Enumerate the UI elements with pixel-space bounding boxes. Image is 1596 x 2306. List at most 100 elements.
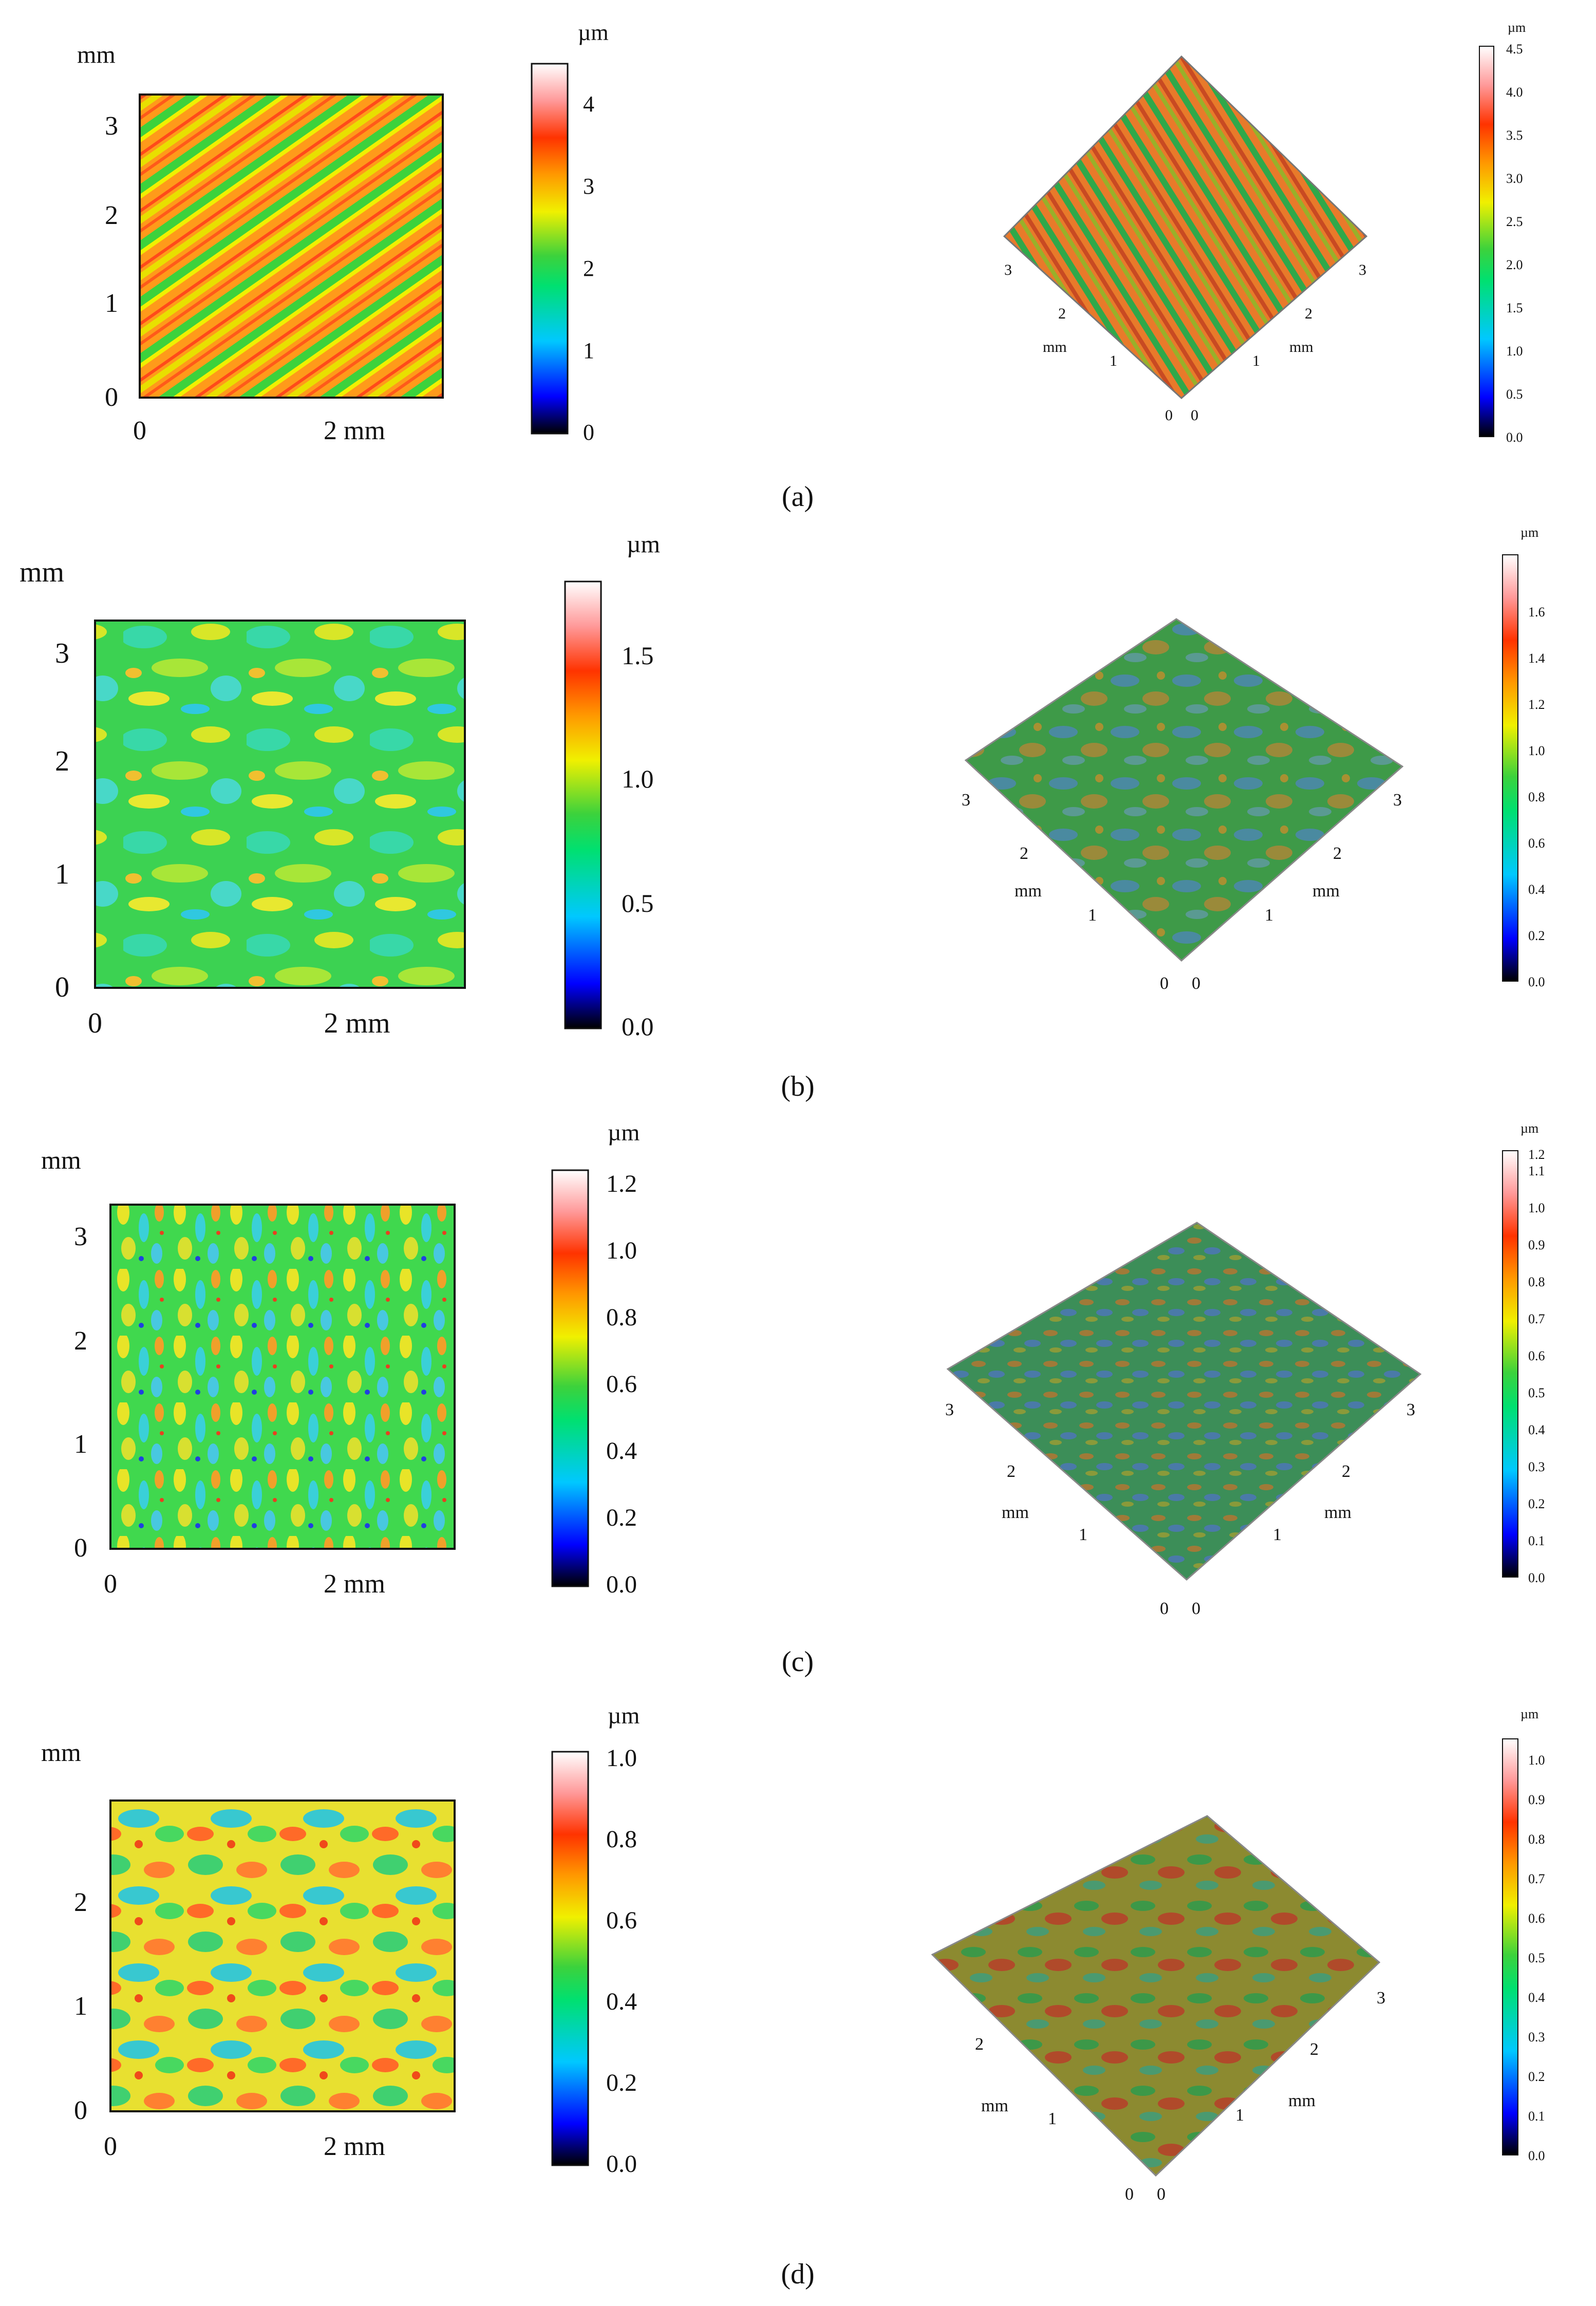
colorbar-tick: 0.0 [1506, 430, 1523, 445]
colorbar-tick: 0.5 [1528, 1385, 1545, 1400]
colorbar-tick: 4.0 [1506, 85, 1523, 100]
colorbar-tick: 0.0 [1528, 2148, 1545, 2163]
colorbar-tick: 0.9 [1528, 1792, 1545, 1807]
colorbar-tick: 0.4 [1528, 882, 1545, 897]
y-tick-label: 1 [55, 858, 69, 890]
colorbar3d-b: µm 0.0 0.2 0.4 0.6 0.8 1.0 1.2 1.4 1.6 [1502, 525, 1545, 989]
x-tick-label: 2 mm [324, 2132, 385, 2161]
colorbar-tick: 0.6 [1528, 836, 1545, 851]
axis3d-left-tick: 3 [1004, 261, 1012, 278]
x-tick-label: 0 [88, 1007, 102, 1039]
colorbar-tick: 0.9 [1528, 1238, 1545, 1252]
axis3d-right-label: mm [1288, 2091, 1316, 2110]
colorbar-unit-label: µm [578, 20, 609, 45]
panel-caption: (c) [782, 1646, 814, 1678]
colorbar-tick: 0.0 [606, 1571, 637, 1598]
y-axis-unit-label: mm [41, 1738, 81, 1767]
colorbar-tick: 4.5 [1506, 42, 1523, 57]
colorbar-tick: 2 [583, 256, 594, 281]
axis3d-left-tick: 0 [1160, 1599, 1169, 1618]
axis3d-right-tick: 0 [1157, 2185, 1166, 2204]
panel-d: mm 0 1 2 0 2 mm µm 0.0 0.2 0.4 0.6 0.8 1… [41, 1702, 1545, 2290]
colorbar-tick: 2.0 [1506, 257, 1523, 272]
y-axis-unit-label: mm [77, 41, 116, 68]
axis3d-right-tick: 1 [1235, 2106, 1244, 2125]
axis3d-left-label: mm [1002, 1503, 1029, 1522]
colorbar-tick: 1.0 [622, 764, 654, 793]
y-axis-unit-label: mm [20, 556, 64, 588]
colorbar-gradient [1502, 1738, 1518, 2155]
axis3d-left-tick: 3 [962, 791, 970, 810]
colorbar-tick: 1.0 [606, 1237, 637, 1264]
y-tick-label: 2 [105, 201, 118, 230]
y-tick-label: 1 [74, 1430, 87, 1459]
colorbar3d-c: µm 0.0 0.1 0.2 0.3 0.4 0.5 0.6 0.7 0.8 0… [1502, 1121, 1545, 1585]
colorbar-gradient [1479, 46, 1494, 437]
colorbar-tick: 0.8 [1528, 790, 1545, 804]
axis3d-right-tick: 2 [1333, 844, 1342, 863]
colorbar-tick: 0.7 [1528, 1871, 1545, 1886]
colorbar-tick: 0.5 [622, 889, 654, 917]
axis3d-left-tick: 1 [1048, 2109, 1057, 2128]
view3d-a: 3 2 1 0 mm 3 2 1 0 mm [1003, 55, 1368, 424]
colorbar-tick: 1 [583, 338, 594, 363]
colorbar-gradient [564, 580, 602, 1029]
colorbar-tick: 0.3 [1528, 2030, 1545, 2045]
colorbar-tick: 1.6 [1528, 605, 1545, 620]
colorbar-tick: 0.8 [606, 1826, 637, 1853]
view3d-b: 3 2 1 0 mm 3 2 1 0 mm [962, 618, 1404, 993]
colorbar-tick: 0.3 [1528, 1459, 1545, 1474]
axis3d-left-label: mm [1015, 882, 1042, 901]
colorbar-gradient [531, 63, 569, 435]
axis3d-right-tick: 3 [1393, 791, 1402, 810]
colorbar-tick: 0.5 [1506, 387, 1523, 402]
axis3d-right-tick: 3 [1377, 1989, 1385, 2008]
colorbar-tick: 1.2 [1528, 697, 1545, 712]
x-tick-label: 0 [133, 416, 146, 445]
axis3d-left-tick: 1 [1088, 906, 1097, 925]
colorbar-tick: 0.0 [622, 1012, 654, 1041]
colorbar-tick: 0.2 [1528, 2069, 1545, 2084]
colorbar-tick: 1.2 [606, 1170, 637, 1197]
panel-caption: (d) [781, 2258, 814, 2290]
x-tick-label: 2 mm [324, 416, 385, 445]
colorbar-gradient [1502, 1150, 1518, 1578]
colorbar-tick: 0.8 [1528, 1274, 1545, 1289]
axis3d-left-tick: 0 [1165, 407, 1173, 424]
axis3d-left-tick: 0 [1160, 974, 1169, 993]
height-map-2d [109, 1799, 456, 2112]
colorbar-tick: 0.2 [1528, 928, 1545, 943]
colorbar-tick: 0.6 [1528, 1911, 1545, 1926]
axis3d-right-tick: 1 [1252, 352, 1260, 369]
colorbar-tick: 1.5 [1506, 301, 1523, 315]
panel-caption: (b) [781, 1071, 814, 1102]
axis3d-left-tick: 2 [1058, 305, 1066, 322]
axis3d-right-tick: 2 [1342, 1462, 1350, 1481]
colorbar-tick: 0.8 [1528, 1832, 1545, 1847]
colorbar-tick: 1.0 [1528, 1753, 1545, 1768]
axis3d-left-tick: 1 [1079, 1525, 1087, 1544]
y-tick-label: 1 [105, 289, 118, 318]
x-tick-label: 0 [104, 1569, 117, 1599]
colorbar-tick: 0 [583, 420, 594, 445]
colorbar-unit-label: µm [1520, 525, 1538, 540]
colorbar2d-c: µm 0.0 0.2 0.4 0.6 0.8 1.0 1.2 [551, 1119, 640, 1598]
axis3d-left-label: mm [981, 2096, 1008, 2115]
panel-b: mm 0 1 2 3 0 2 mm µm 0.0 0.5 1.0 1.5 3 2… [20, 525, 1545, 1102]
axis3d-right-label: mm [1289, 339, 1313, 355]
colorbar-tick: 1.0 [606, 1745, 637, 1772]
y-tick-label: 3 [55, 638, 69, 669]
map2d-c: mm 0 1 2 3 0 2 mm [41, 1146, 456, 1599]
colorbar-unit-label: µm [1520, 1121, 1538, 1136]
colorbar-tick: 0.2 [1528, 1496, 1545, 1511]
axis3d-right-tick: 2 [1305, 305, 1312, 322]
colorbar-tick: 1.0 [1506, 344, 1523, 359]
x-tick-label: 0 [104, 2132, 117, 2161]
colorbar-tick: 0.4 [606, 1988, 637, 2015]
colorbar-tick: 1.1 [1528, 1164, 1545, 1178]
colorbar-tick: 1.2 [1528, 1147, 1545, 1162]
colorbar3d-d: µm 0.0 0.1 0.2 0.3 0.4 0.5 0.6 0.7 0.8 0… [1502, 1707, 1545, 2163]
y-tick-label: 0 [74, 2096, 87, 2125]
colorbar-tick: 0.1 [1528, 1533, 1545, 1548]
